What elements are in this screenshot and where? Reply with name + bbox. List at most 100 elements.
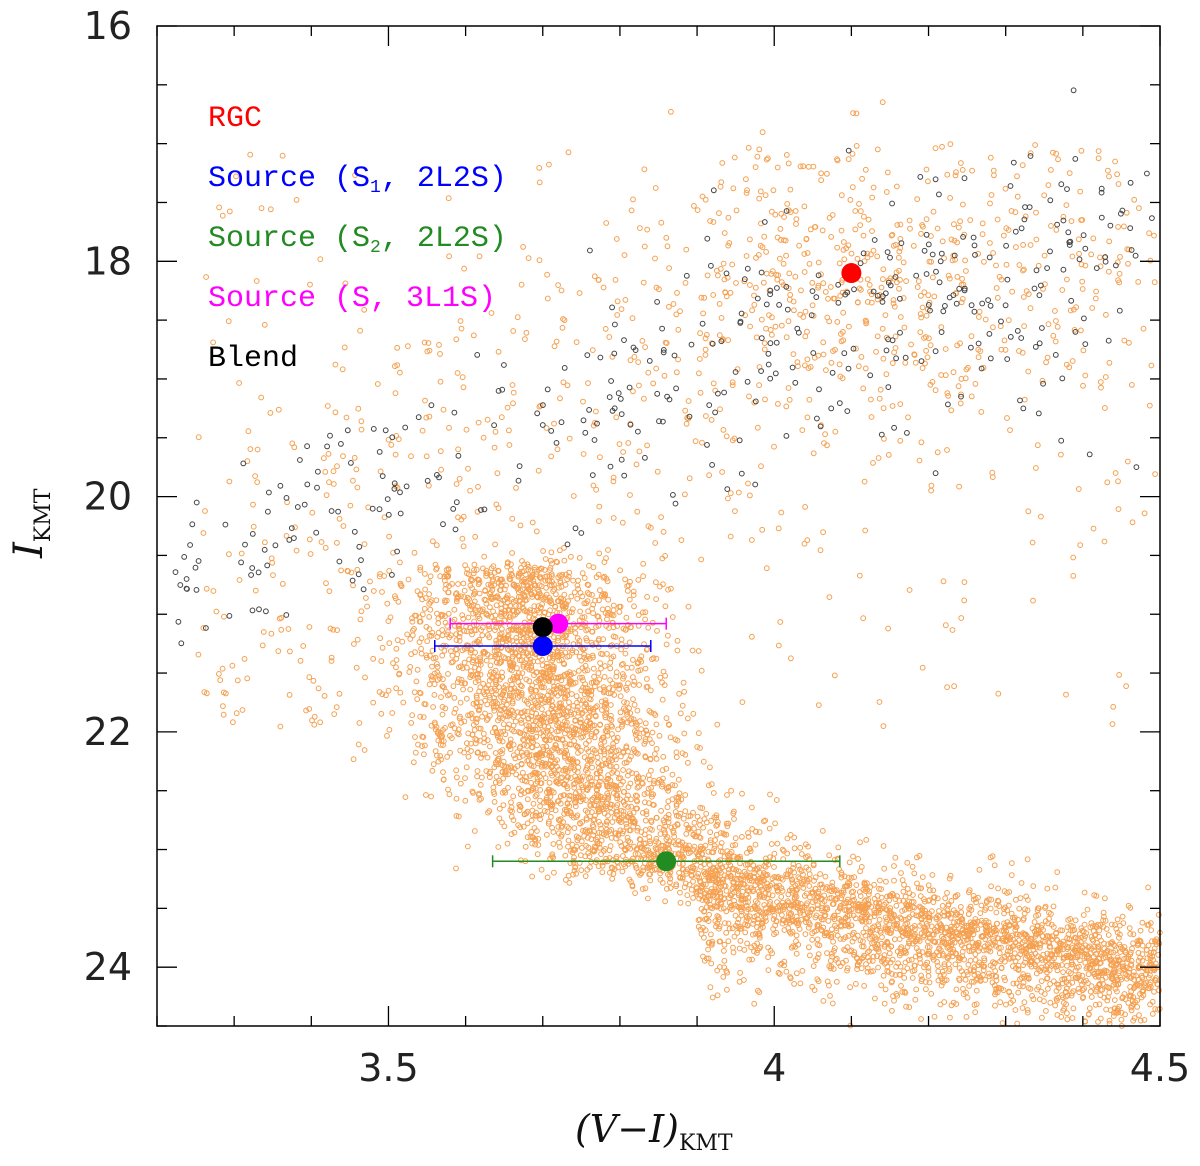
- field-star: [465, 730, 472, 737]
- field-star: [617, 839, 624, 846]
- field-star: [454, 774, 460, 781]
- field-star: [528, 590, 534, 597]
- field-star: [620, 853, 626, 859]
- field-star: [952, 961, 959, 968]
- field-star: [517, 824, 523, 831]
- field-star: [675, 838, 682, 844]
- field-star: [677, 899, 684, 906]
- field-star: [434, 663, 441, 670]
- field-star: [533, 679, 539, 686]
- field-star: [637, 872, 643, 878]
- field-star: [1127, 931, 1134, 937]
- field-star: [741, 947, 748, 953]
- field-star: [624, 834, 631, 841]
- field-star: [797, 980, 804, 987]
- field-star: [847, 984, 853, 991]
- field-star: [565, 837, 572, 844]
- field-star: [453, 655, 460, 662]
- field-star: [394, 637, 401, 643]
- field-star: [426, 614, 433, 620]
- field-star: [901, 968, 907, 975]
- field-star: [1126, 925, 1133, 931]
- field-star: [667, 885, 674, 891]
- field-star: [568, 609, 575, 616]
- field-star: [620, 625, 627, 632]
- field-star: [561, 557, 568, 564]
- field-star: [690, 878, 696, 885]
- field-star: [706, 911, 712, 918]
- field-star: [626, 596, 633, 603]
- field-star: [582, 873, 589, 879]
- field-star: [621, 673, 627, 680]
- field-star: [435, 737, 442, 744]
- field-star: [649, 619, 656, 626]
- field-star: [447, 749, 454, 756]
- field-star: [545, 710, 551, 717]
- field-star: [584, 866, 591, 873]
- field-star: [806, 883, 813, 889]
- field-star: [440, 676, 446, 683]
- field-star: [799, 968, 806, 974]
- field-star: [784, 850, 791, 857]
- field-star: [730, 944, 736, 951]
- field-star: [981, 957, 988, 964]
- field-star: [561, 781, 568, 787]
- field-star: [585, 850, 592, 856]
- field-star: [957, 904, 964, 910]
- field-star: [695, 648, 702, 654]
- field-star: [451, 695, 458, 701]
- field-star: [719, 876, 725, 883]
- field-star: [774, 840, 781, 847]
- field-star: [471, 828, 478, 834]
- field-star: [555, 584, 562, 591]
- field-star: [566, 699, 572, 706]
- field-star: [422, 586, 429, 593]
- field-star: [439, 627, 446, 633]
- field-star: [537, 787, 544, 793]
- field-star: [824, 950, 830, 956]
- field-star: [574, 744, 581, 751]
- field-star: [820, 998, 827, 1004]
- field-star: [567, 709, 574, 716]
- field-star: [822, 873, 829, 880]
- field-star: [496, 805, 503, 812]
- field-star: [477, 684, 484, 691]
- field-star: [624, 711, 630, 717]
- field-star: [691, 819, 698, 826]
- field-star: [519, 604, 526, 611]
- field-star: [944, 954, 951, 961]
- field-star: [639, 780, 646, 787]
- field-star: [632, 890, 638, 896]
- field-star: [891, 936, 898, 943]
- field-star: [625, 680, 631, 687]
- field-star: [424, 638, 431, 645]
- field-star: [1024, 907, 1031, 914]
- field-star: [522, 843, 529, 850]
- field-star: [522, 571, 529, 578]
- field-star: [724, 986, 730, 993]
- field-star: [695, 730, 702, 737]
- field-star: [676, 690, 682, 697]
- field-star: [524, 820, 531, 827]
- field-star: [533, 733, 540, 740]
- field-star: [680, 679, 687, 686]
- field-star: [499, 819, 505, 826]
- field-star: [659, 767, 666, 774]
- field-star: [466, 602, 473, 609]
- field-star: [378, 710, 385, 717]
- field-star: [450, 683, 457, 690]
- field-star: [883, 878, 889, 885]
- field-star: [827, 993, 833, 999]
- field-star: [499, 738, 506, 745]
- field-star: [1119, 913, 1126, 920]
- field-star: [239, 707, 246, 713]
- field-star: [643, 811, 650, 818]
- field-star: [633, 736, 640, 743]
- field-star: [532, 841, 538, 848]
- field-star: [659, 781, 666, 788]
- field-star: [743, 914, 750, 920]
- field-star: [686, 881, 693, 888]
- field-star: [496, 737, 503, 744]
- field-star: [1039, 1014, 1045, 1021]
- field-star: [533, 791, 540, 798]
